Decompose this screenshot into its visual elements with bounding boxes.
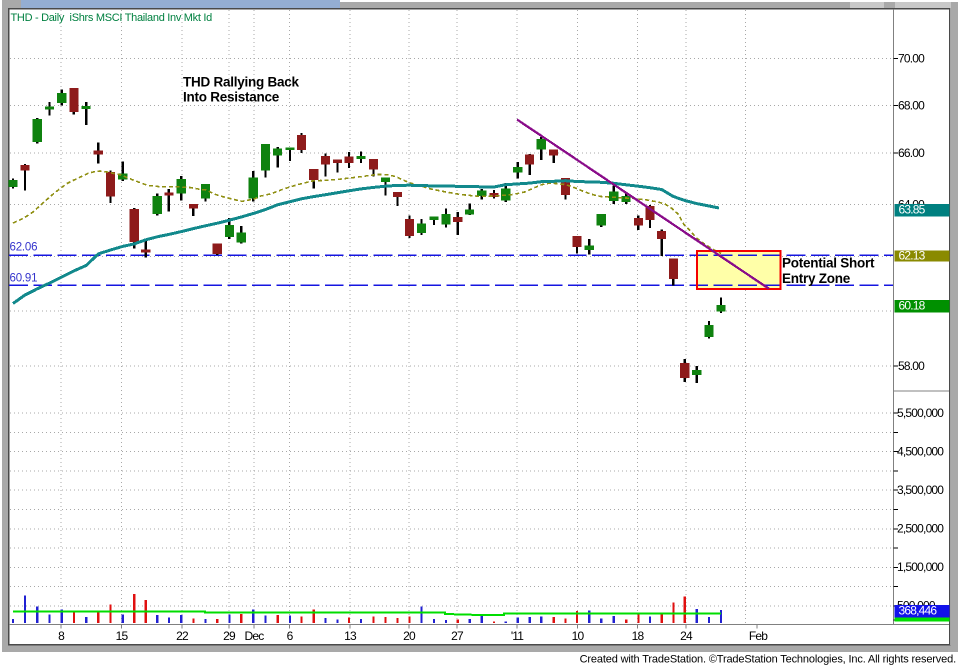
svg-text:60.18: 60.18 — [899, 299, 926, 313]
svg-text:368,446: 368,446 — [899, 604, 938, 618]
svg-text:63.85: 63.85 — [899, 203, 926, 217]
svg-text:70.00: 70.00 — [898, 52, 925, 66]
svg-text:62.06: 62.06 — [10, 242, 38, 254]
svg-text:Potential Short: Potential Short — [782, 256, 875, 271]
svg-text:10: 10 — [572, 629, 585, 643]
svg-text:68.00: 68.00 — [898, 99, 925, 113]
svg-text:13: 13 — [344, 629, 357, 643]
svg-text:4,500,000: 4,500,000 — [897, 445, 944, 459]
svg-text:60.91: 60.91 — [10, 273, 38, 285]
svg-text:20: 20 — [403, 629, 416, 643]
svg-text:3,500,000: 3,500,000 — [897, 483, 944, 497]
svg-text:5,500,000: 5,500,000 — [897, 406, 944, 420]
svg-text:Feb: Feb — [749, 629, 768, 643]
svg-text:THD - Daily iShrs MSCI Thaila: THD - Daily iShrs MSCI Thailand Inv Mkt … — [11, 12, 213, 24]
svg-text:Dec: Dec — [245, 629, 265, 643]
svg-text:Entry Zone: Entry Zone — [782, 271, 851, 286]
svg-text:Into Resistance: Into Resistance — [183, 89, 280, 104]
svg-text:18: 18 — [632, 629, 645, 643]
svg-text:2,500,000: 2,500,000 — [897, 522, 944, 536]
svg-text:29: 29 — [223, 629, 236, 643]
svg-text:1,500,000: 1,500,000 — [897, 560, 944, 574]
svg-text:8: 8 — [58, 629, 65, 643]
svg-text:62.13: 62.13 — [899, 249, 926, 263]
svg-text:6: 6 — [287, 629, 294, 643]
svg-text:24: 24 — [680, 629, 693, 643]
svg-text:27: 27 — [451, 629, 464, 643]
svg-text:66.00: 66.00 — [898, 146, 925, 160]
svg-text:THD Rallying Back: THD Rallying Back — [183, 75, 300, 90]
svg-text:58.00: 58.00 — [898, 359, 925, 373]
svg-text:22: 22 — [176, 629, 189, 643]
svg-text:'11: '11 — [511, 629, 524, 643]
svg-text:15: 15 — [116, 629, 129, 643]
svg-text:Created with TradeStation. ©Tr: Created with TradeStation. ©TradeStation… — [580, 654, 957, 666]
